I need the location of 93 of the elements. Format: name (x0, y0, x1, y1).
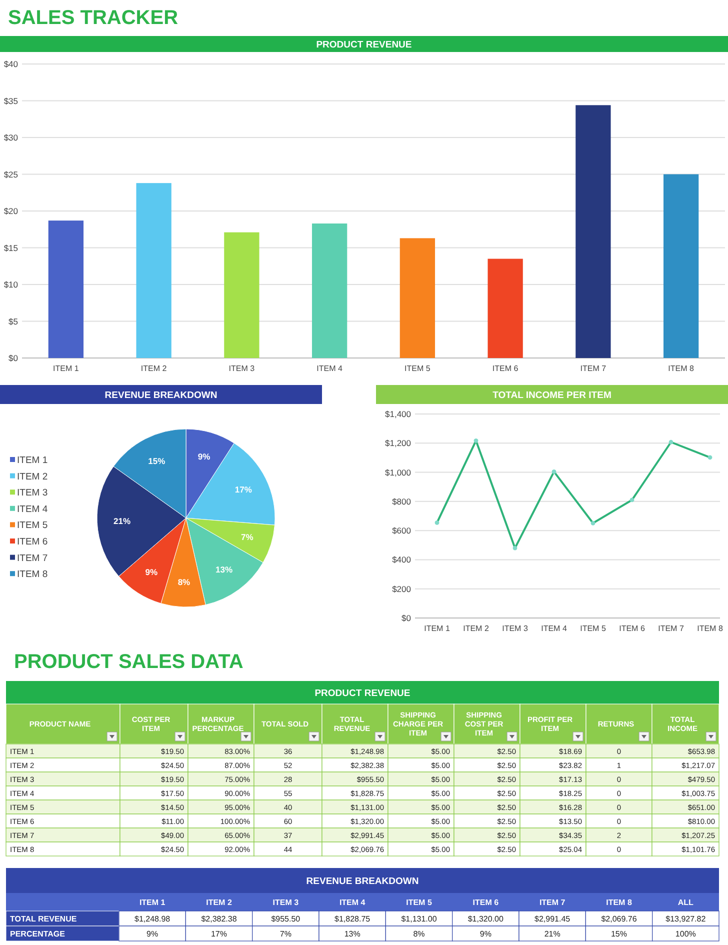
x-tick-label: ITEM 7 (658, 624, 684, 633)
y-tick-label: $15 (4, 242, 18, 253)
text: 9% (480, 930, 492, 938)
text: 21% (544, 930, 560, 938)
y-tick-label: $400 (392, 554, 412, 565)
category-label: ITEM 1 (139, 898, 166, 907)
x-tick-label: ITEM 3 (228, 364, 256, 373)
bar (312, 223, 348, 358)
text: $13,927.82 (666, 914, 706, 924)
legend-label: ITEM 2 (17, 471, 48, 482)
y-tick-label: $10 (4, 280, 18, 290)
x-tick-label: ITEM 8 (697, 624, 724, 633)
text: 13% (344, 930, 360, 938)
bar (576, 105, 611, 358)
chart-title: REVENUE BREAKDOWN (104, 390, 218, 401)
chart-subtitle: PRODUCT REVENUE (316, 40, 412, 50)
x-tick-label: ITEM 4 (316, 364, 344, 373)
legend-label: ITEM 3 (17, 488, 48, 499)
data-label: 9% (145, 566, 158, 577)
x-tick-label: ITEM 1 (53, 364, 80, 373)
x-tick-label: ITEM 8 (668, 364, 695, 373)
y-tick-label: $1,200 (385, 438, 412, 448)
x-tick-label: ITEM 2 (463, 624, 490, 633)
bar (663, 174, 699, 358)
text: $1,248.98 (134, 914, 170, 924)
y-tick-label: $600 (392, 526, 412, 536)
y-tick-label: $800 (392, 496, 412, 506)
legend-label: ITEM 7 (17, 552, 48, 564)
x-tick-label: ITEM 4 (541, 624, 568, 633)
text: 100% (675, 930, 696, 938)
x-tick-label: ITEM 7 (580, 364, 607, 373)
category-label: ITEM 8 (606, 898, 632, 907)
chart-title: SALES TRACKER (8, 7, 179, 29)
category-label: TOTAL REVENUE (10, 914, 77, 924)
x-tick-label: ITEM 6 (492, 364, 519, 373)
y-tick-label: $200 (392, 584, 412, 594)
text: PRODUCT REVENUE (314, 688, 410, 699)
text: $1,320.00 (468, 914, 504, 924)
text: REVENUE BREAKDOWN (306, 876, 419, 887)
text: PRODUCT SALES DATA (14, 651, 244, 673)
y-tick-label: $20 (4, 206, 18, 216)
bar (136, 183, 172, 358)
x-tick-label: ITEM 5 (580, 624, 606, 633)
category-label: ITEM 2 (206, 898, 232, 907)
data-label: 8% (178, 577, 191, 588)
y-tick-label: $25 (4, 169, 18, 180)
data-label: 21% (113, 516, 131, 526)
data-label: 17% (234, 484, 252, 495)
category-label: PERCENTAGE (10, 930, 65, 938)
bar (48, 220, 84, 358)
data-label: 9% (198, 452, 211, 462)
text: $2,991.45 (534, 914, 570, 924)
y-tick-label: $1,000 (385, 467, 412, 478)
category-label: ALL (678, 898, 694, 907)
data-label: 7% (241, 532, 254, 542)
y-tick-label: $0 (402, 613, 412, 623)
category-label: ITEM 4 (339, 898, 366, 907)
y-tick-label: $0 (8, 353, 18, 363)
category-label: ITEM 3 (272, 898, 300, 907)
bar (488, 258, 523, 358)
legend-label: ITEM 4 (17, 504, 48, 515)
legend-label: ITEM 8 (17, 569, 48, 580)
legend-label: ITEM 6 (17, 536, 48, 548)
category-label: ITEM 7 (539, 898, 566, 907)
text: 17% (210, 930, 228, 938)
text: $955.50 (271, 914, 300, 924)
data-label: 15% (148, 456, 166, 466)
x-tick-label: ITEM 3 (502, 624, 528, 633)
text: 8% (413, 930, 425, 938)
text: $1,828.75 (334, 914, 370, 924)
category-label: ITEM 5 (406, 898, 432, 907)
y-tick-label: $1,400 (385, 409, 412, 419)
x-tick-label: ITEM 6 (619, 624, 646, 633)
y-tick-label: $5 (8, 316, 18, 326)
text: $1,131.00 (401, 914, 437, 924)
text: $2,069.76 (601, 914, 637, 924)
legend-label: ITEM 1 (17, 455, 48, 466)
legend-label: ITEM 5 (17, 520, 48, 532)
x-tick-label: ITEM 5 (404, 364, 431, 373)
bar (400, 238, 436, 358)
data-label: 13% (215, 564, 233, 575)
bar (224, 232, 260, 358)
text: 15% (610, 930, 628, 938)
y-tick-label: $35 (4, 96, 18, 106)
text: 7% (280, 930, 292, 938)
x-tick-label: ITEM 1 (424, 624, 450, 633)
text: 9% (146, 930, 158, 938)
x-tick-label: ITEM 2 (140, 364, 168, 373)
text: $2,382.38 (201, 914, 237, 924)
category-label: ITEM 6 (472, 898, 500, 907)
chart-title: TOTAL INCOME PER ITEM (492, 390, 612, 401)
y-tick-label: $30 (4, 132, 18, 142)
y-tick-label: $40 (4, 59, 18, 69)
